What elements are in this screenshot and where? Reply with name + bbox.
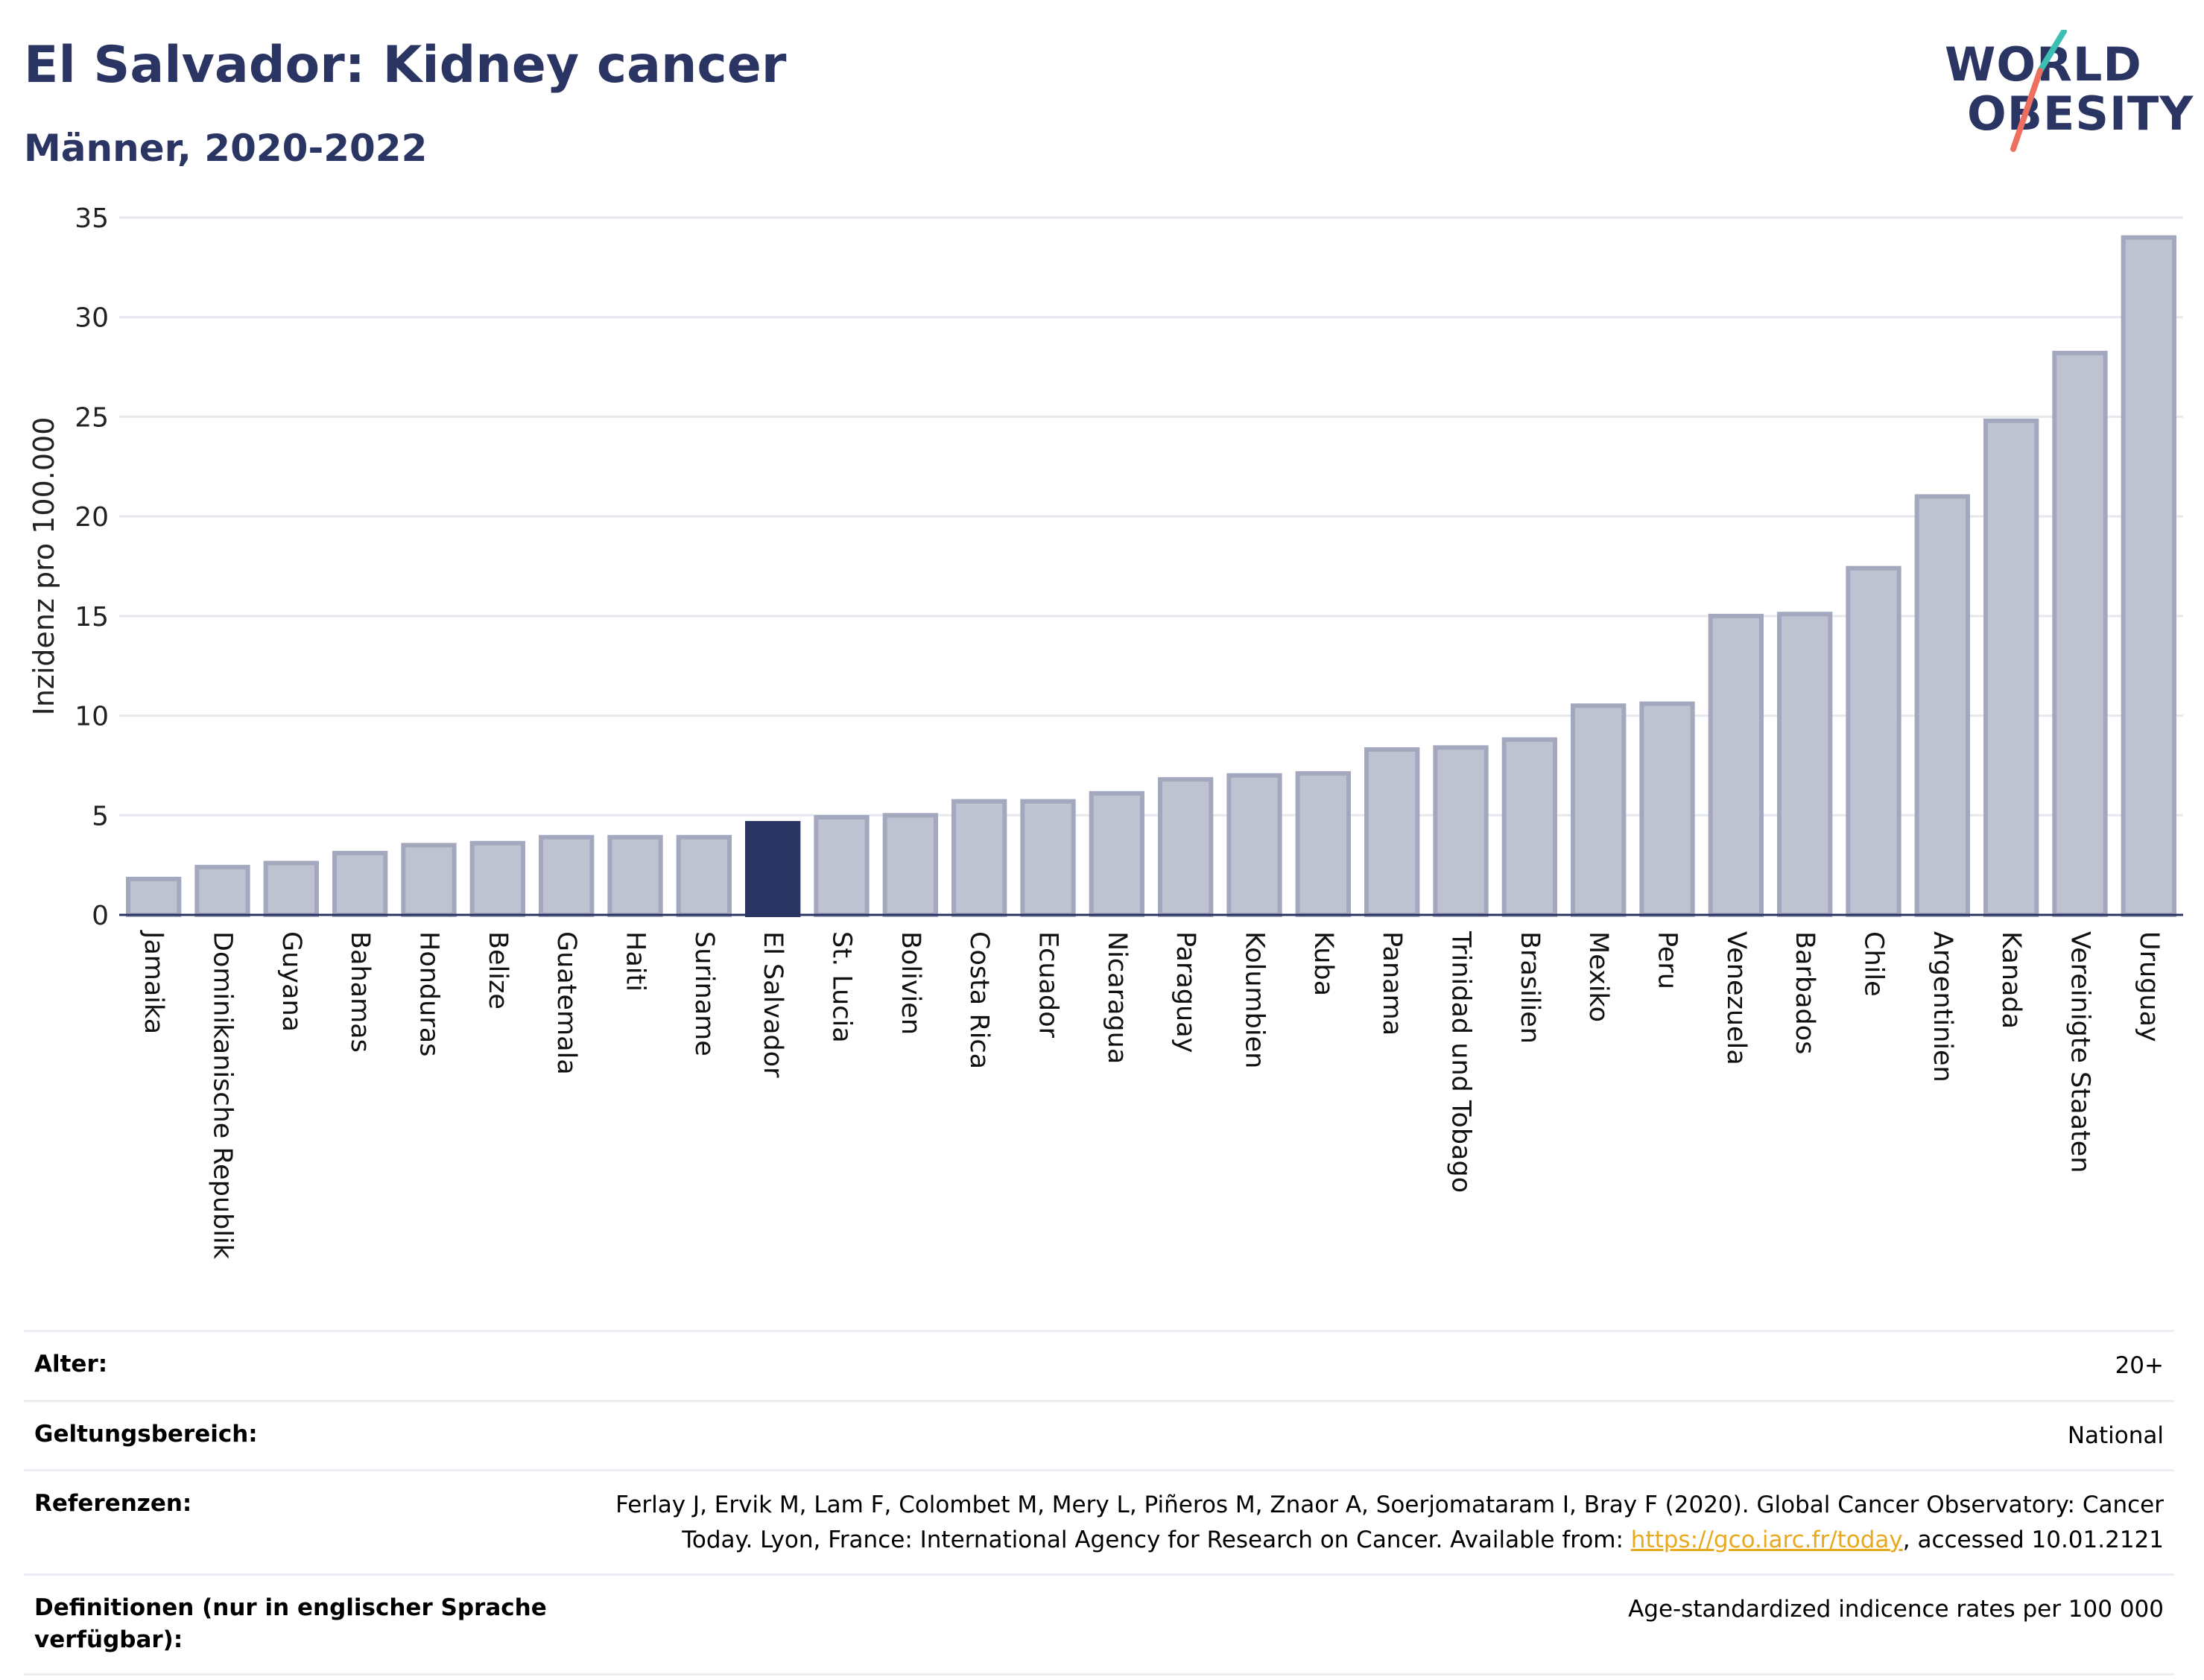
meta-row-scope: Geltungsbereich: National bbox=[24, 1399, 2174, 1470]
bar bbox=[401, 843, 457, 918]
bar bbox=[745, 820, 801, 917]
x-tick-label: Barbados bbox=[1790, 931, 1820, 1054]
bar bbox=[263, 860, 319, 917]
bar bbox=[332, 851, 388, 918]
bar bbox=[539, 834, 595, 918]
x-tick-label: Peru bbox=[1653, 931, 1682, 989]
x-tick-label: Guatemala bbox=[551, 931, 581, 1075]
definitions-label: Definitionen (nur in englischer Sprache … bbox=[34, 1594, 547, 1654]
x-tick-label: Nicaragua bbox=[1102, 931, 1132, 1064]
bar bbox=[1295, 771, 1351, 918]
bar bbox=[1983, 418, 2039, 917]
logo-line-2: OBESITY bbox=[1967, 86, 2194, 141]
bar bbox=[1364, 747, 1420, 918]
bar bbox=[1226, 773, 1282, 917]
x-tick-label: Kanada bbox=[1996, 931, 2026, 1029]
x-tick-label: Costa Rica bbox=[964, 931, 994, 1069]
bar bbox=[1777, 612, 1833, 917]
bar bbox=[126, 876, 182, 917]
bar bbox=[676, 834, 732, 918]
scope-value: National bbox=[2067, 1421, 2164, 1449]
x-tick-label: El Salvador bbox=[758, 931, 788, 1078]
x-tick-label: Vereinigte Staaten bbox=[2065, 931, 2095, 1173]
age-label: Alter: bbox=[34, 1351, 108, 1378]
bar bbox=[194, 864, 250, 917]
x-tick-label: Venezuela bbox=[1721, 931, 1751, 1065]
age-value: 20+ bbox=[2115, 1352, 2164, 1379]
x-tick-label: Haiti bbox=[621, 931, 650, 992]
bar bbox=[1089, 790, 1144, 918]
x-tick-label: Panama bbox=[1377, 931, 1407, 1036]
bar bbox=[2052, 350, 2108, 917]
metadata-table: Alter: 20+ Geltungsbereich: National Ref… bbox=[24, 1330, 2174, 1676]
x-tick-label: Guyana bbox=[276, 931, 306, 1032]
bar bbox=[1914, 494, 1970, 917]
y-tick-label: 15 bbox=[75, 602, 109, 633]
references-link[interactable]: https://gco.iarc.fr/today bbox=[1630, 1526, 1903, 1553]
y-tick-label: 30 bbox=[75, 303, 109, 334]
x-tick-label: St. Lucia bbox=[827, 931, 857, 1043]
x-tick-label: Ecuador bbox=[1033, 931, 1063, 1039]
world-obesity-logo: WORLD OBESITY bbox=[1945, 30, 2194, 156]
bar bbox=[1571, 703, 1627, 917]
y-tick-label: 20 bbox=[75, 502, 109, 533]
y-axis-label: Inzidenz pro 100.000 bbox=[28, 417, 60, 716]
bar bbox=[1708, 613, 1764, 917]
x-tick-label: Trinidad und Tobago bbox=[1446, 931, 1476, 1193]
x-tick-label: Jamaika bbox=[139, 930, 168, 1034]
x-tick-label: Bolivien bbox=[896, 931, 925, 1035]
x-tick-label: Paraguay bbox=[1171, 931, 1200, 1053]
x-tick-label: Chile bbox=[1859, 931, 1889, 997]
y-tick-label: 0 bbox=[92, 901, 109, 931]
x-tick-label: Brasilien bbox=[1515, 931, 1545, 1044]
y-tick-label: 35 bbox=[75, 203, 109, 234]
x-tick-label: Argentinien bbox=[1928, 931, 1957, 1083]
definitions-value: Age-standardized indicence rates per 100… bbox=[1628, 1596, 2164, 1623]
meta-row-age: Alter: 20+ bbox=[24, 1330, 2174, 1400]
bar bbox=[2121, 235, 2176, 917]
y-tick-label: 5 bbox=[92, 801, 109, 831]
chart-title: El Salvador: Kidney cancer bbox=[24, 36, 787, 95]
chart-subtitle: Männer, 2020-2022 bbox=[24, 127, 428, 170]
logo-slash-icon bbox=[2010, 30, 2067, 152]
bar bbox=[882, 813, 938, 917]
bar bbox=[1158, 777, 1214, 917]
bar-chart: 0 5 10 15 20 25 30 35 Inzidenz pro 100.000 Jamaik… bbox=[28, 203, 2183, 1260]
bar bbox=[1433, 745, 1489, 917]
x-tick-label: Mexiko bbox=[1583, 931, 1613, 1022]
x-tick-label: Suriname bbox=[689, 931, 719, 1056]
bar bbox=[814, 814, 870, 918]
meta-row-definitions: Definitionen (nur in englischer Sprache … bbox=[24, 1573, 2174, 1676]
bar bbox=[1501, 737, 1557, 917]
meta-row-references: Referenzen: Ferlay J, Ervik M, Lam F, Co… bbox=[24, 1469, 2174, 1573]
scope-label: Geltungsbereich: bbox=[34, 1420, 258, 1448]
references-text: Ferlay J, Ervik M, Lam F, Colombet M, Me… bbox=[615, 1492, 2164, 1553]
references-label: Referenzen: bbox=[34, 1490, 192, 1517]
bar bbox=[1020, 799, 1076, 918]
x-tick-label: Dominikanische Republik bbox=[208, 931, 238, 1260]
y-tick-label: 10 bbox=[75, 702, 109, 732]
x-tick-label: Uruguay bbox=[2134, 931, 2164, 1042]
x-tick-label: Belize bbox=[483, 931, 513, 1009]
bar bbox=[951, 799, 1007, 918]
bar bbox=[1846, 565, 1901, 917]
bar bbox=[607, 834, 663, 918]
x-tick-label: Bahamas bbox=[345, 931, 375, 1053]
x-tick-label: Kuba bbox=[1308, 931, 1338, 996]
references-accessed: , accessed 10.01.2121 bbox=[1902, 1526, 2164, 1553]
y-tick-label: 25 bbox=[75, 402, 109, 433]
bar bbox=[469, 840, 525, 917]
bar bbox=[1639, 701, 1695, 917]
x-tick-label: Honduras bbox=[414, 931, 444, 1056]
references-value: Ferlay J, Ervik M, Lam F, Colombet M, Me… bbox=[599, 1488, 2164, 1557]
x-tick-label: Kolumbien bbox=[1240, 931, 1270, 1068]
